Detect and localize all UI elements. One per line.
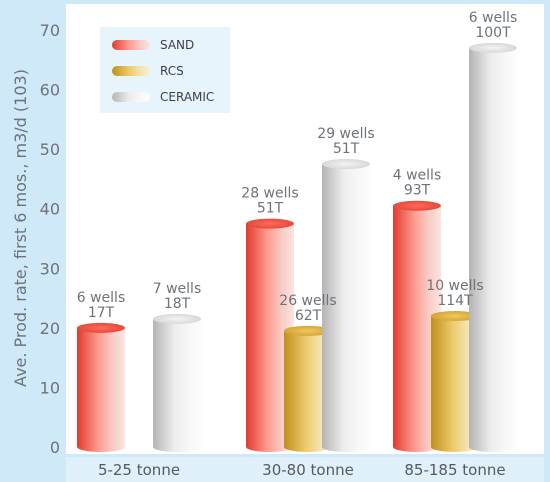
bar-label-wells: 29 wells (317, 126, 374, 142)
legend-swatch (112, 66, 150, 76)
bar-ceramic-2 (322, 159, 370, 452)
y-tick-label: 30 (40, 259, 60, 278)
legend-swatch (112, 92, 150, 102)
x-category-label: 5-25 tonne (98, 461, 180, 479)
legend-swatch (112, 40, 150, 50)
x-category-label: 30-80 tonne (262, 461, 354, 479)
legend-item-ceramic: CERAMIC (112, 90, 214, 104)
category-strip (66, 457, 544, 482)
y-tick-label: 20 (40, 319, 60, 338)
y-tick-label: 50 (40, 140, 60, 159)
bar-label-tonnage: 100T (475, 25, 511, 41)
bar-label-tonnage: 51T (257, 201, 284, 217)
bar-label-tonnage: 114T (437, 293, 473, 309)
bar-ceramic-3 (469, 42, 517, 452)
legend-label: SAND (160, 38, 194, 52)
y-tick-label: 70 (40, 21, 60, 40)
bar-sand-1 (77, 322, 125, 452)
bar-label-wells: 28 wells (241, 186, 298, 202)
bar-label-tonnage: 51T (333, 141, 360, 157)
y-axis-label: Ave. Prod. rate, first 6 mos., m3/d (103… (11, 69, 30, 387)
bar-ceramic-1 (153, 313, 201, 452)
legend-label: CERAMIC (160, 90, 214, 104)
y-axis-ticks: 0 10 20 30 40 50 60 70 (40, 21, 60, 457)
legend-item-sand: SAND (112, 38, 194, 52)
y-tick-label: 10 (40, 378, 60, 397)
bar-label-wells: 6 wells (469, 10, 518, 26)
bar-label-tonnage: 93T (404, 183, 431, 199)
bar-label-tonnage: 62T (295, 308, 322, 324)
legend-item-rcs: RCS (112, 64, 184, 78)
x-axis-categories: 5-25 tonne 30-80 tonne 85-185 tonne (98, 461, 506, 479)
y-tick-label: 0 (50, 438, 60, 457)
bar-label-tonnage: 17T (88, 305, 115, 321)
bar-label-wells: 10 wells (426, 278, 483, 294)
bar-label-wells: 4 wells (393, 168, 442, 184)
bar-label-tonnage: 18T (164, 296, 191, 312)
y-tick-label: 60 (40, 81, 60, 100)
y-tick-label: 40 (40, 200, 60, 219)
bars (77, 42, 517, 452)
bar-label-wells: 26 wells (279, 293, 336, 309)
bar-label-wells: 6 wells (77, 290, 126, 306)
x-category-label: 85-185 tonne (404, 461, 505, 479)
legend: SAND RCS CERAMIC (100, 27, 230, 113)
bar-label-wells: 7 wells (153, 281, 202, 297)
legend-label: RCS (160, 64, 184, 78)
